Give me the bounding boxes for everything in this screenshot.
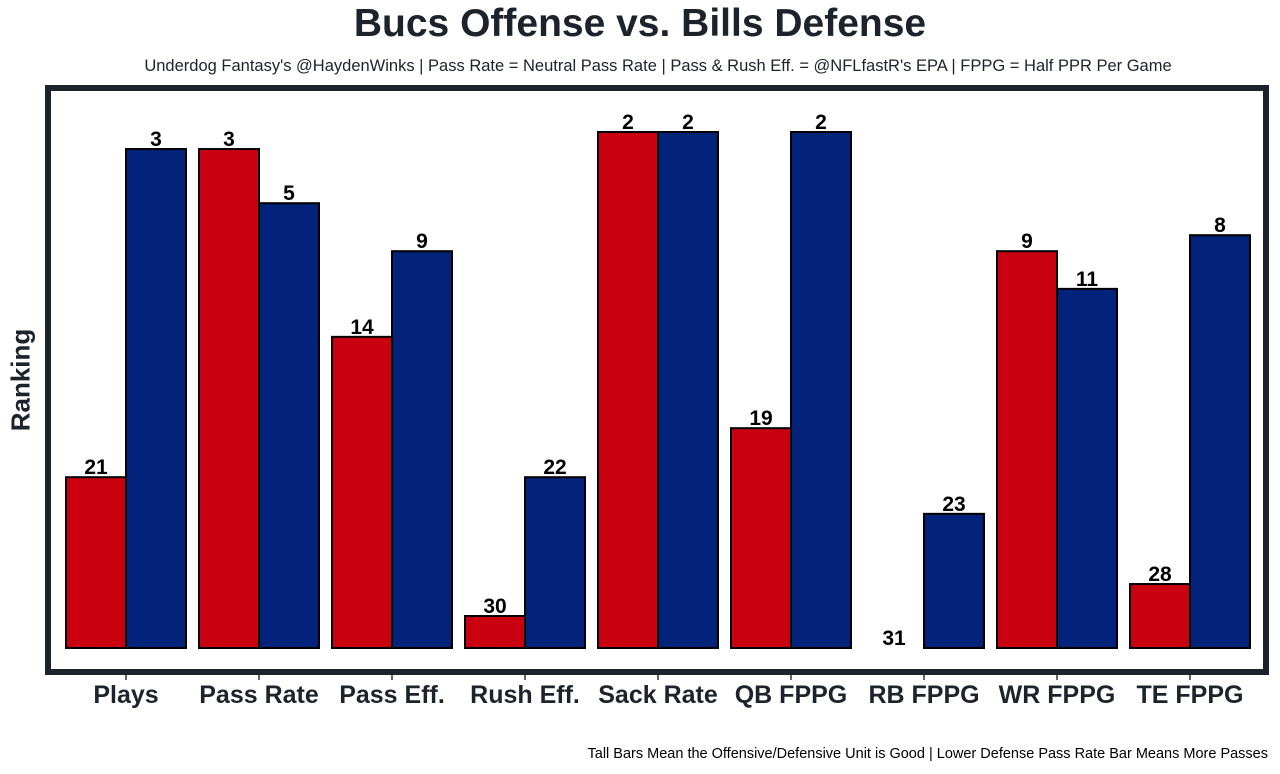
offense-bar-wr-fppg	[996, 250, 1058, 649]
defense-bar-sack-rate	[657, 131, 719, 649]
x-tick-label: RB FPPG	[868, 681, 979, 709]
offense-bar-qb-fppg	[730, 427, 792, 649]
bar-value-label: 31	[882, 627, 906, 650]
bar-value-label: 3	[150, 128, 162, 151]
offense-bar-pass-rate	[198, 148, 260, 649]
x-tick-label: Rush Eff.	[470, 681, 580, 709]
bar-value-label: 5	[283, 182, 295, 205]
bar-value-label: 22	[543, 456, 566, 479]
chart-title: Bucs Offense vs. Bills Defense	[353, 2, 927, 45]
x-tick-label: Sack Rate	[598, 681, 718, 709]
bar-value-label: 8	[1214, 214, 1226, 237]
defense-bar-pass-eff	[391, 250, 453, 649]
bar-value-label: 28	[1148, 563, 1172, 586]
offense-bar-rush-eff	[464, 615, 526, 649]
defense-bar-rush-eff	[524, 476, 586, 650]
bar-value-label: 30	[483, 595, 506, 618]
x-tick-label: QB FPPG	[735, 681, 848, 709]
bar-value-label: 19	[749, 407, 772, 430]
bars-group	[65, 131, 1251, 650]
defense-bar-wr-fppg	[1056, 287, 1118, 649]
x-tick-label: WR FPPG	[999, 681, 1116, 709]
bar-value-label: 11	[1076, 268, 1099, 291]
bar-value-label: 2	[815, 111, 827, 134]
bar-value-label: 9	[1021, 230, 1033, 253]
bar-value-label: 9	[416, 230, 428, 253]
offense-bar-sack-rate	[597, 131, 659, 649]
chart-subtitle: Underdog Fantasy's @HaydenWinks | Pass R…	[144, 57, 1172, 75]
bar-value-label: 14	[350, 316, 374, 339]
defense-bar-plays	[125, 148, 187, 649]
x-tick-label: Pass Rate	[199, 681, 319, 709]
x-tick-label: Plays	[93, 681, 158, 709]
x-tick-label: TE FPPG	[1137, 681, 1244, 709]
bar-value-label: 23	[942, 493, 965, 516]
defense-bar-te-fppg	[1189, 234, 1251, 649]
defense-bar-pass-rate	[258, 202, 320, 649]
bar-value-label: 2	[682, 111, 694, 134]
bar-value-label: 3	[223, 128, 235, 151]
bar-value-label: 21	[84, 456, 108, 479]
defense-bar-rb-fppg	[923, 512, 985, 650]
x-tick-label: Pass Eff.	[339, 681, 445, 709]
offense-bar-plays	[65, 476, 127, 650]
chart-caption: Tall Bars Mean the Offensive/Defensive U…	[587, 746, 1268, 762]
bar-value-label: 2	[622, 111, 634, 134]
offense-bar-pass-eff	[331, 335, 393, 649]
defense-bar-qb-fppg	[790, 131, 852, 649]
x-ticks-group: Plays Pass Rate Pass Eff. Rush Eff. Sack Rat…	[93, 675, 1243, 709]
offense-bar-te-fppg	[1129, 583, 1191, 649]
